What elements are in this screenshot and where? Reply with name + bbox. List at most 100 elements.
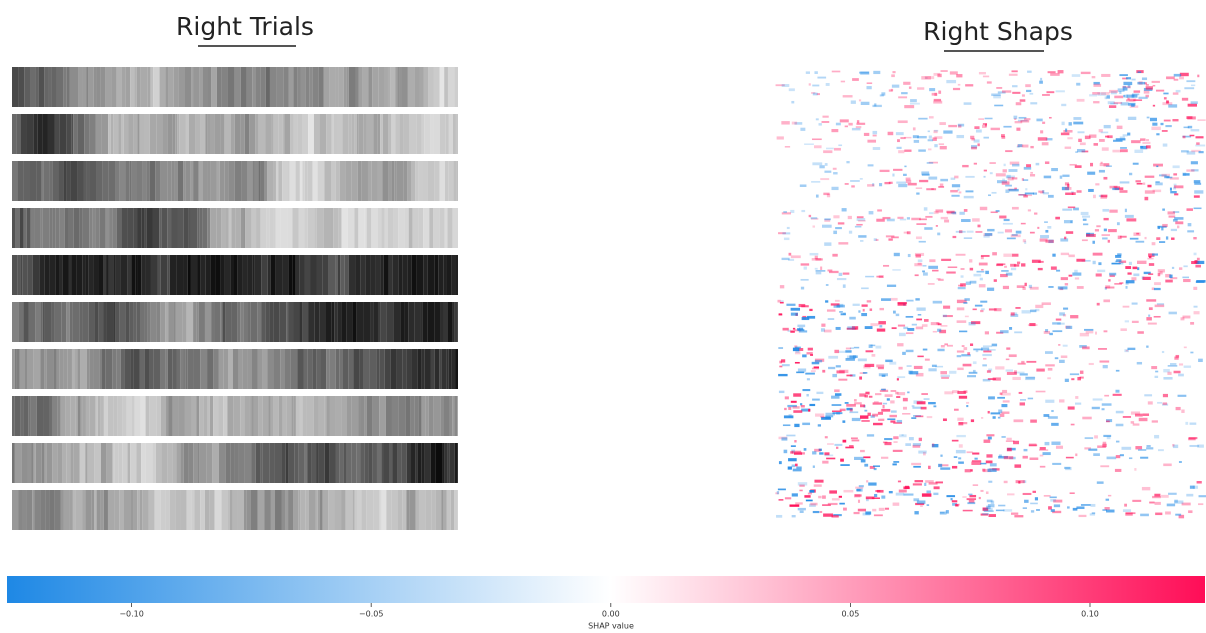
trial-stripe [56,67,64,107]
shap-pixel [925,480,934,483]
shap-pixel [1068,274,1073,277]
trial-stripe [14,349,17,389]
trial-stripe [157,255,161,295]
shap-pixel [937,328,942,332]
shap-pixel [944,343,948,346]
shap-pixel [796,466,802,469]
shap-pixel [1097,92,1106,96]
shap-pixel [1019,399,1026,401]
shap-pixel [980,489,984,492]
shap-pixel [1006,371,1017,375]
shap-pixel [880,388,886,391]
trial-stripe [299,255,305,295]
trial-stripe [89,161,97,201]
trial-stripe [318,443,325,483]
trial-stripe [376,349,380,389]
shap-pixel [800,286,805,290]
trial-stripe [306,396,314,436]
trial-stripe [183,443,189,483]
shap-pixel [1048,116,1052,119]
trial-stripe [370,302,374,342]
trial-stripe [373,302,378,342]
shap-pixel [1065,128,1068,132]
shap-pixel [917,259,923,263]
shap-pixel [797,368,807,372]
trial-stripe [88,302,95,342]
shap-pixel [1157,269,1165,273]
shap-pixel [1192,485,1198,489]
shap-pixel [859,415,869,419]
trial-stripe [228,349,233,389]
shap-pixel [1047,71,1056,74]
shap-pixel [1026,89,1032,93]
shap-pixel [1068,254,1075,258]
shap-pixel [1022,144,1029,148]
shap-pixel [886,398,890,401]
shap-pixel [1035,162,1040,166]
trial-stripe [326,349,330,389]
trial-stripe [356,114,359,154]
shap-pixel [892,502,900,506]
shap-pixel [1014,515,1024,518]
trial-stripe [439,161,445,201]
shap-pixel [1125,349,1129,352]
trial-stripe [168,396,173,436]
shap-pixel [1073,207,1079,211]
trial-stripe [258,161,261,201]
trial-stripe [196,396,200,436]
shap-pixel [1076,286,1084,289]
shap-pixel [1030,510,1035,513]
shap-pixel [967,375,976,378]
trial-stripe [302,396,307,436]
shap-pixel [914,252,925,256]
shap-pixel [1016,127,1021,131]
trial-stripe [120,349,125,389]
trial-stripe [447,443,450,483]
trial-stripe [346,396,352,436]
shap-pixel [893,436,899,440]
trial-stripe [140,396,146,436]
shap-pixel [865,391,870,395]
shap-pixel [1010,312,1015,316]
trial-stripe [77,161,84,201]
shap-pixel [807,492,812,495]
trial-stripe [316,443,319,483]
shap-pixel [781,364,790,367]
shap-pixel [926,188,937,191]
trial-stripe [242,255,248,295]
shap-pixel [1186,80,1196,83]
trial-stripe [335,255,338,295]
trial-stripe [75,396,78,436]
shap-pixel [839,119,849,123]
trial-stripe [183,255,188,295]
shap-pixel [1045,329,1049,333]
shap-pixel [1171,237,1175,240]
shap-pixel [825,412,836,416]
shap-pixel [879,389,889,393]
shap-pixel [836,304,845,308]
shap-pixel [908,437,914,441]
shap-pixel [957,123,965,127]
trial-stripe [173,67,179,107]
trial-stripe [149,161,156,201]
shap-pixel [1104,507,1110,510]
shap-pixel [1064,236,1067,240]
shap-pixel [971,321,981,325]
trial-stripe [392,443,398,483]
trial-stripe [311,443,317,483]
shap-pixel [906,299,914,302]
shap-pixel [783,449,788,454]
shap-pixel [1117,235,1122,240]
shap-pixel [933,130,938,134]
shap-pixel [1103,163,1110,167]
shap-pixel [1155,370,1159,373]
shap-pixel [1176,225,1180,229]
trial-stripe [94,490,97,530]
shap-pixel [1079,376,1084,379]
shap-pixel [1002,222,1013,225]
shap-pixel [905,177,911,181]
shap-pixel [854,402,862,405]
shap-pixel [1168,104,1178,108]
shap-pixel [1062,314,1067,317]
trial-stripe [252,67,256,107]
